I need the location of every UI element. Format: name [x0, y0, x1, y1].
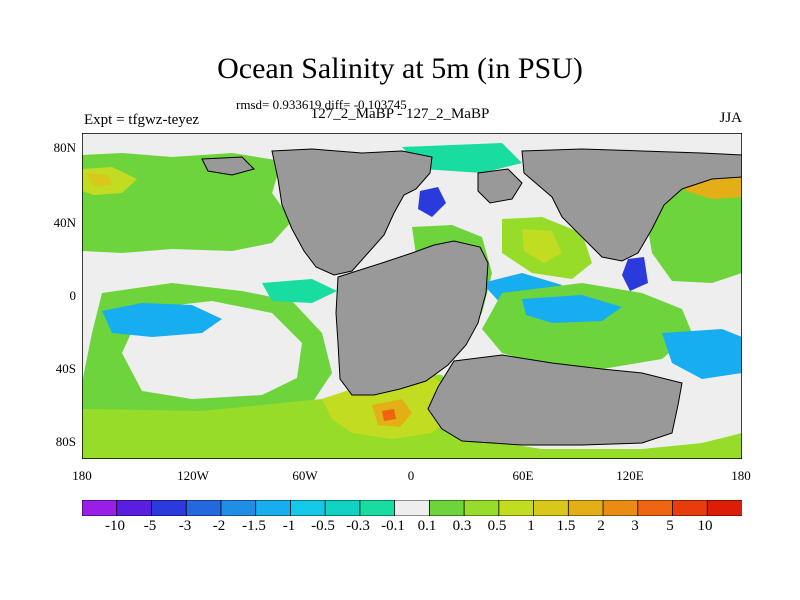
colorbar-tick-label: -10 — [105, 518, 125, 534]
colorbar-swatch — [672, 500, 709, 516]
land-mass — [521, 148, 742, 262]
land-mass — [271, 148, 433, 276]
lon-tick-label: 60E — [512, 468, 534, 483]
salinity-region — [622, 257, 648, 291]
lat-tick-label: 80S — [55, 434, 76, 449]
salinity-region — [402, 143, 522, 173]
salinity-region — [382, 409, 396, 421]
salinity-map — [82, 133, 742, 459]
salinity-region — [86, 173, 112, 187]
season-label: JJA — [719, 110, 742, 126]
colorbar-tick-label: 0.3 — [452, 518, 472, 534]
colorbar-tick-label: 1.5 — [556, 518, 576, 534]
salinity-region — [642, 187, 742, 283]
colorbar-tick-label: -1.5 — [242, 518, 266, 534]
salinity-region — [662, 329, 742, 379]
colorbar-swatch — [428, 500, 466, 516]
lon-tick-label: 180 — [731, 468, 751, 483]
stats-line: rmsd= 0.933619 diff= -0.103745 — [236, 97, 407, 112]
lon-tick-label: 180 — [72, 468, 92, 483]
land-mass — [427, 354, 683, 446]
colorbar-tick-label: 0.1 — [417, 518, 437, 534]
colorbar-swatch — [255, 500, 292, 516]
colorbar-tick-label: 5 — [666, 518, 674, 534]
colorbar-swatch — [220, 500, 257, 516]
colorbar-swatch — [567, 500, 604, 516]
colorbar — [82, 500, 742, 516]
colorbar-swatch — [82, 500, 118, 516]
colorbar-tick-label: -5 — [143, 518, 157, 534]
colorbar-tick-label: -1 — [282, 518, 296, 534]
land-masses — [201, 148, 742, 446]
lat-tick-label: 0 — [69, 288, 77, 303]
colorbar-swatch — [637, 500, 674, 516]
land-mass — [477, 168, 523, 204]
lat-tick-label: 40S — [55, 361, 76, 376]
colorbar-tick-label: 10 — [697, 518, 713, 534]
lon-tick-label: 120E — [616, 468, 644, 483]
colorbar-tick-label: 0.5 — [487, 518, 507, 534]
colorbar-swatch — [602, 500, 639, 516]
colorbar-swatch — [463, 500, 500, 516]
map-title: Ocean Salinity at 5m (in PSU) — [217, 52, 583, 85]
land-mass — [335, 240, 489, 396]
lat-tick-label: 80N — [53, 140, 76, 155]
colorbar-swatch — [116, 500, 153, 516]
colorbar-swatch — [394, 500, 431, 516]
colorbar-swatch — [706, 500, 742, 516]
colorbar-swatch — [185, 500, 222, 516]
colorbar-swatch — [290, 500, 327, 516]
salinity-region — [418, 187, 446, 217]
lon-tick-label: 120W — [177, 468, 209, 483]
colorbar-swatch — [533, 500, 570, 516]
colorbar-swatch — [359, 500, 396, 516]
comparison-label: 127_2_MaBP - 127_2_MaBP — [310, 106, 490, 122]
lat-tick-label: 40N — [53, 215, 76, 230]
colorbar-tick-label: 3 — [631, 518, 639, 534]
salinity-region — [262, 279, 337, 303]
land-mass — [201, 156, 255, 176]
colorbar-swatch — [498, 500, 535, 516]
lon-tick-label: 0 — [407, 468, 415, 483]
salinity-region — [522, 295, 622, 323]
colorbar-tick-label: -2 — [212, 518, 226, 534]
colorbar-tick-label: 1 — [527, 518, 535, 534]
colorbar-tick-label: -0.3 — [346, 518, 370, 534]
colorbar-swatch — [324, 500, 361, 516]
salinity-region — [522, 229, 562, 263]
salinity-region — [102, 303, 222, 337]
colorbar-tick-label: -3 — [178, 518, 192, 534]
colorbar-tick-label: -0.1 — [381, 518, 405, 534]
experiment-label: Expt = tfgwz-teyez — [84, 112, 200, 128]
lon-tick-label: 60W — [292, 468, 318, 483]
colorbar-tick-label: 2 — [597, 518, 605, 534]
colorbar-swatch — [151, 500, 188, 516]
colorbar-tick-label: -0.5 — [311, 518, 335, 534]
